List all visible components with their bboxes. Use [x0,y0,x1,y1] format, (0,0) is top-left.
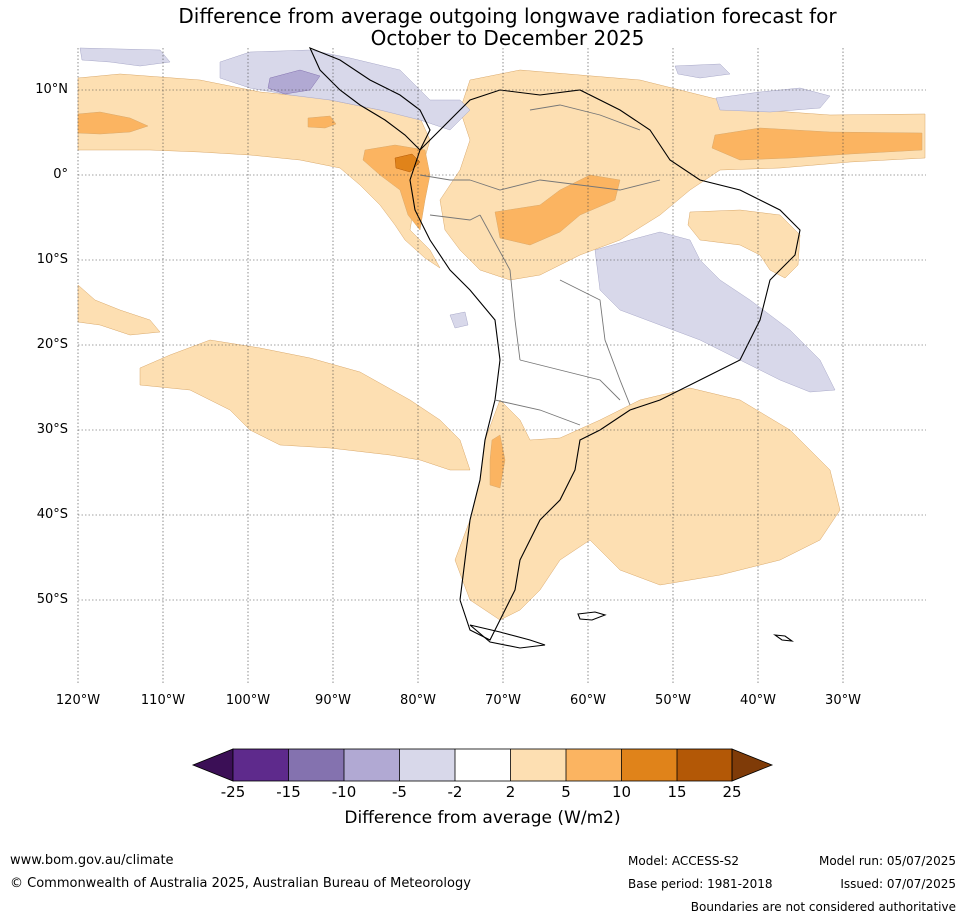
colorbar-tick: 2 [505,783,516,801]
border-line [429,214,481,221]
colorbar-segment [621,749,677,781]
map-title-line-1: Difference from average outgoing longwav… [178,4,837,28]
colorbar-tick: -2 [447,783,463,801]
anomaly-region-atlantic-negative [715,87,831,113]
anomaly-shading [77,47,926,621]
anomaly-region-caribbean-negative [674,63,731,79]
border-line [559,279,631,406]
lat-label-40s: 40°S [36,507,68,522]
colorbar-segment [233,749,289,781]
map-title-line-2: October to December 2025 [370,26,645,50]
colorbar-segment [566,749,622,781]
border-line [519,359,621,401]
colorbar-tick: 15 [667,783,687,801]
colorbar-title: Difference from average (W/m2) [344,808,621,828]
colorbar-extend-high [731,748,774,782]
colorbar-segment [455,749,511,781]
border-line [419,174,470,181]
tierra-del-fuego-coastline [469,624,546,649]
boundaries-disclaimer: Boundaries are not considered authoritat… [690,900,956,914]
lon-label-50w: 50°W [655,693,691,708]
anomaly-region-southeast-pacific [139,339,471,471]
central-america-coastline [308,46,431,151]
colorbar-tick: -5 [392,783,407,801]
base-period-label: Base period: 1981-2018 [628,877,773,891]
colorbar-tick: 25 [722,783,742,801]
anomaly-region-pacific-small-negative [449,311,469,329]
border-line [529,104,641,131]
website-link[interactable]: www.bom.gov.au/climate [10,853,174,868]
country-borders [419,104,661,426]
colorbar-segment [344,749,400,781]
anomaly-region-pacific-moderate-1 [77,111,149,135]
lat-label-10s: 10°S [36,252,68,267]
border-line [469,179,661,191]
colorbar-tick: -10 [331,783,357,801]
lon-label-90w: 90°W [315,693,351,708]
colorbar-segment [288,749,344,781]
colorbar-segment [510,749,566,781]
lon-label-60w: 60°W [570,693,606,708]
border-line [479,214,521,361]
south-georgia-coastline [772,634,795,642]
lon-label-110w: 110°W [140,693,186,708]
anomaly-region-northeast-brazil [687,209,801,279]
colorbar-tick: 10 [611,783,632,801]
anomaly-region-pacific-west-south [77,284,161,336]
colorbar-segment [677,749,732,781]
border-line [494,399,581,426]
anomaly-region-central-brazil-negative [594,231,836,393]
anomaly-region-southern-south-america [454,387,841,621]
colorbar [191,748,774,782]
lon-label-70w: 70°W [485,693,521,708]
south-america-coastline [409,89,801,641]
coastlines [308,46,801,649]
issued-label: Issued: 07/07/2025 [840,877,956,891]
colorbar-segment [399,749,455,781]
lat-label-20s: 20°S [36,337,68,352]
lon-label-120w: 120°W [55,693,101,708]
gridlines [77,48,926,685]
lon-label-40w: 40°W [740,693,776,708]
anomaly-region-north-pacific-negative [79,47,171,67]
lon-label-80w: 80°W [400,693,436,708]
lat-label-30s: 30°S [36,422,68,437]
lat-label-10n: 10°N [35,82,68,97]
lon-label-30w: 30°W [825,693,861,708]
anomaly-region-pacific-moderate-2 [307,115,337,129]
lat-label-0: 0° [53,167,68,182]
model-run-label: Model run: 05/07/2025 [818,854,956,868]
lat-label-50s: 50°S [36,592,68,607]
lon-label-100w: 100°W [225,693,271,708]
falkland-islands-coastline [577,611,607,621]
anomaly-region-andes-moderate [489,434,506,489]
anomaly-region-amazon-moderate [494,174,621,246]
colorbar-tick: -15 [276,783,301,801]
model-label: Model: ACCESS-S2 [628,854,740,868]
colorbar-tick: -25 [220,783,246,801]
colorbar-extend-low [191,748,234,782]
copyright-notice: © Commonwealth of Australia 2025, Austra… [10,876,471,891]
colorbar-tick: 5 [561,783,571,801]
anomaly-region-atlantic-moderate [711,127,923,161]
